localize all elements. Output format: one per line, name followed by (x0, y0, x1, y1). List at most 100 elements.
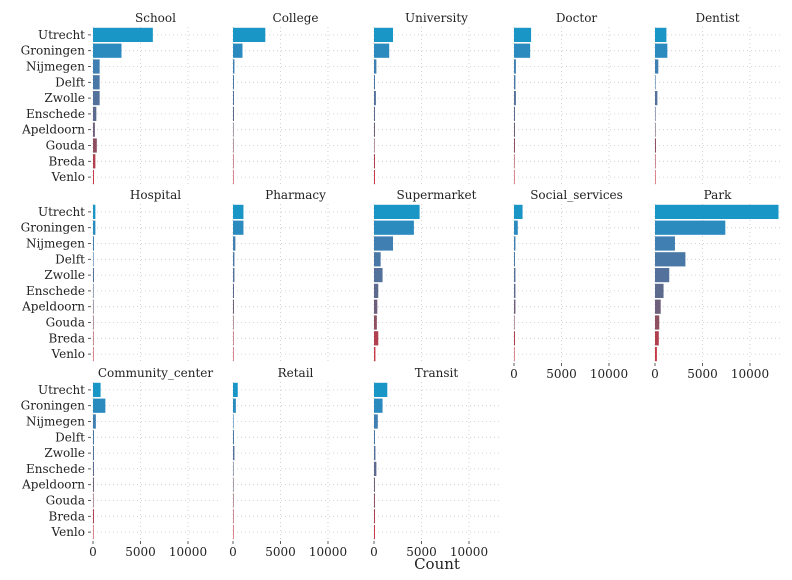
facet-title-park: Park (704, 188, 732, 202)
y-tick-label-breda: Breda (49, 154, 86, 168)
bar-hospital-gouda (93, 315, 94, 330)
bar-park-venlo (655, 346, 657, 362)
bar-college-utrecht (233, 27, 266, 43)
y-tick-label-groningen: Groningen (21, 399, 86, 413)
bar-pharmacy-utrecht (233, 204, 244, 220)
y-tick-label-groningen: Groningen (21, 221, 86, 235)
bar-retail-zwolle (233, 445, 235, 461)
bar-park-zwolle (655, 267, 670, 283)
bar-doctor-groningen (514, 43, 531, 58)
y-tick-label-venlo: Venlo (51, 170, 85, 184)
y-tick-label-enschede: Enschede (26, 284, 85, 298)
bar-doctor-utrecht (514, 27, 532, 43)
bar-school-breda (93, 154, 96, 169)
x-axis-title: Count (414, 555, 460, 573)
y-tick-label-delft: Delft (55, 75, 85, 89)
bar-park-groningen (655, 220, 726, 235)
bar-social-services-delft (514, 252, 515, 267)
bar-doctor-breda (514, 154, 515, 169)
bar-retail-gouda (233, 493, 234, 508)
y-tick-label-enschede: Enschede (26, 462, 85, 476)
y-tick-label-enschede: Enschede (26, 107, 85, 121)
y-tick-label-gouda: Gouda (46, 494, 85, 508)
bar-transit-gouda (374, 493, 375, 508)
bar-doctor-enschede (514, 106, 515, 122)
bar-transit-utrecht (374, 382, 388, 398)
bar-supermarket-nijmegen (374, 236, 393, 251)
bar-school-zwolle (93, 90, 100, 106)
bar-dentist-utrecht (655, 27, 667, 43)
bar-retail-groningen (233, 398, 236, 413)
bar-dentist-delft (655, 75, 656, 90)
bar-college-groningen (233, 43, 243, 58)
bar-college-enschede (233, 106, 234, 122)
y-tick-label-gouda: Gouda (46, 139, 85, 153)
bar-doctor-apeldoorn (514, 122, 515, 137)
bar-supermarket-gouda (374, 315, 377, 330)
bar-transit-delft (374, 430, 375, 445)
bar-social-services-zwolle (514, 267, 516, 283)
bar-supermarket-zwolle (374, 267, 383, 283)
bar-doctor-venlo (514, 169, 515, 185)
bar-social-services-nijmegen (514, 236, 516, 251)
bar-retail-enschede (233, 461, 234, 477)
bar-supermarket-apeldoorn (374, 299, 378, 314)
x-tick-label: 10000 (309, 545, 347, 559)
bar-school-delft (93, 75, 100, 90)
x-tick-label: 5000 (265, 545, 296, 559)
bar-college-venlo (233, 169, 234, 185)
y-tick-label-breda: Breda (49, 509, 86, 523)
bar-park-breda (655, 331, 659, 346)
bar-social-services-breda (514, 331, 515, 346)
bar-school-apeldoorn (93, 122, 95, 137)
facet-title-hospital: Hospital (130, 188, 181, 202)
facet-title-supermarket: Supermarket (397, 188, 477, 202)
bar-transit-breda (374, 509, 375, 524)
y-tick-label-utrecht: Utrecht (38, 383, 85, 397)
bar-university-zwolle (374, 90, 376, 106)
bar-pharmacy-enschede (233, 283, 234, 299)
bar-supermarket-breda (374, 331, 379, 346)
bar-social-services-apeldoorn (514, 299, 516, 314)
facet-title-dentist: Dentist (695, 11, 739, 25)
bar-pharmacy-nijmegen (233, 236, 236, 251)
bar-school-venlo (93, 169, 94, 185)
x-tick-label: 0 (229, 545, 237, 559)
bar-transit-groningen (374, 398, 383, 413)
bar-pharmacy-breda (233, 331, 234, 346)
bar-retail-utrecht (233, 382, 238, 398)
bar-retail-delft (233, 430, 234, 445)
bar-university-breda (374, 154, 375, 169)
bar-community-center-groningen (93, 398, 106, 413)
y-tick-label-venlo: Venlo (51, 347, 85, 361)
bar-pharmacy-apeldoorn (233, 299, 234, 314)
bar-supermarket-delft (374, 252, 381, 267)
y-tick-label-gouda: Gouda (46, 316, 85, 330)
bar-college-nijmegen (233, 59, 235, 74)
bar-transit-venlo (374, 524, 375, 540)
y-tick-label-venlo: Venlo (51, 525, 85, 539)
y-tick-label-breda: Breda (49, 331, 86, 345)
bar-school-enschede (93, 106, 97, 122)
bar-social-services-gouda (514, 315, 515, 330)
y-tick-label-apeldoorn: Apeldoorn (21, 478, 85, 492)
bar-doctor-nijmegen (514, 59, 516, 74)
y-tick-label-apeldoorn: Apeldoorn (21, 123, 85, 137)
bar-dentist-nijmegen (655, 59, 659, 74)
bar-university-apeldoorn (374, 122, 375, 137)
bar-park-enschede (655, 283, 664, 299)
facet-title-pharmacy: Pharmacy (265, 188, 326, 202)
bar-school-groningen (93, 43, 122, 58)
bar-community-center-zwolle (93, 445, 94, 461)
bar-hospital-apeldoorn (93, 299, 94, 314)
bar-community-center-venlo (93, 524, 94, 540)
bar-pharmacy-delft (233, 252, 235, 267)
x-tick-label: 10000 (731, 367, 769, 381)
bar-park-utrecht (655, 204, 779, 220)
bar-park-nijmegen (655, 236, 675, 251)
y-tick-label-zwolle: Zwolle (44, 446, 85, 460)
x-tick-label: 10000 (450, 545, 488, 559)
bar-hospital-delft (93, 252, 94, 267)
bar-dentist-apeldoorn (655, 122, 656, 137)
y-tick-label-nijmegen: Nijmegen (26, 237, 85, 251)
